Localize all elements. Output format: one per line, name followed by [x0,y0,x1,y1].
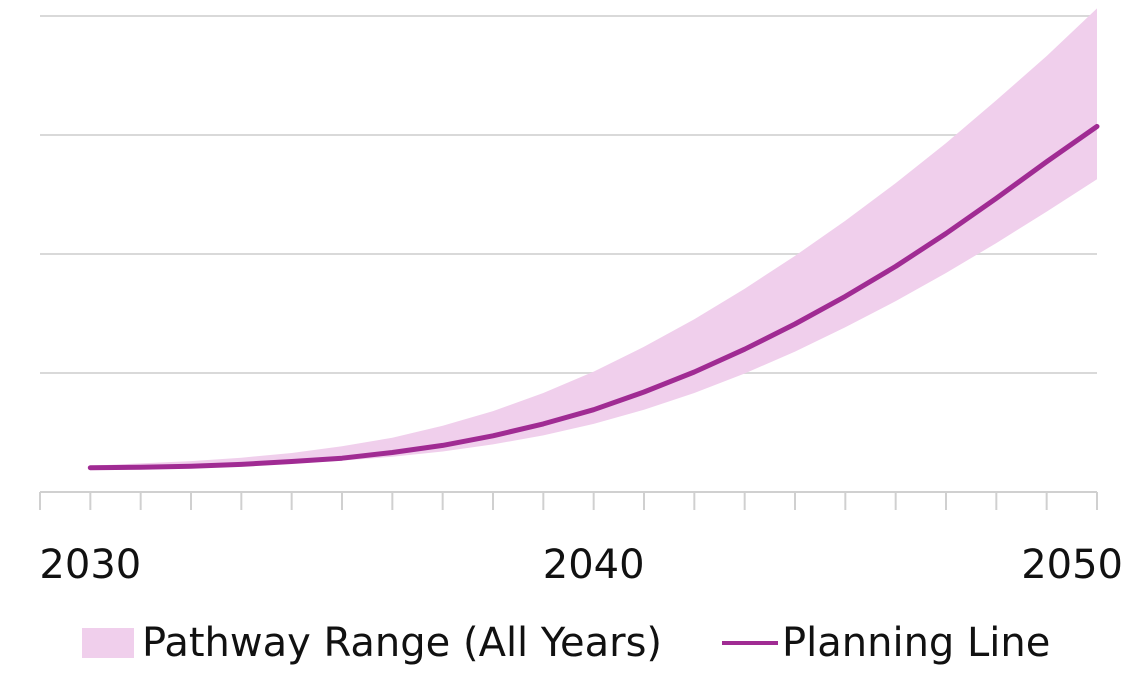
x-tick-label: 2040 [543,542,645,588]
x-axis-tick-labels: 2030 2040 2050 [39,542,1123,588]
legend-swatch-planning-line [722,640,778,645]
legend-label-planning-line: Planning Line [782,619,1051,666]
x-axis-ticks [39,492,1098,510]
x-tick-label: 2030 [39,542,141,588]
planning-line [87,123,1100,471]
chart-canvas: 2030 2040 2050 [39,8,1123,588]
legend-label-pathway-range: Pathway Range (All Years) [142,619,663,666]
pathway-range-band [90,8,1098,469]
legend: Pathway Range (All Years) Planning Line [0,612,1130,673]
x-tick-label: 2050 [1021,542,1123,588]
legend-item-pathway-range: Pathway Range (All Years) [82,612,662,673]
legend-item-planning-line: Planning Line [722,612,1050,673]
legend-swatch-pathway-range [82,627,134,658]
